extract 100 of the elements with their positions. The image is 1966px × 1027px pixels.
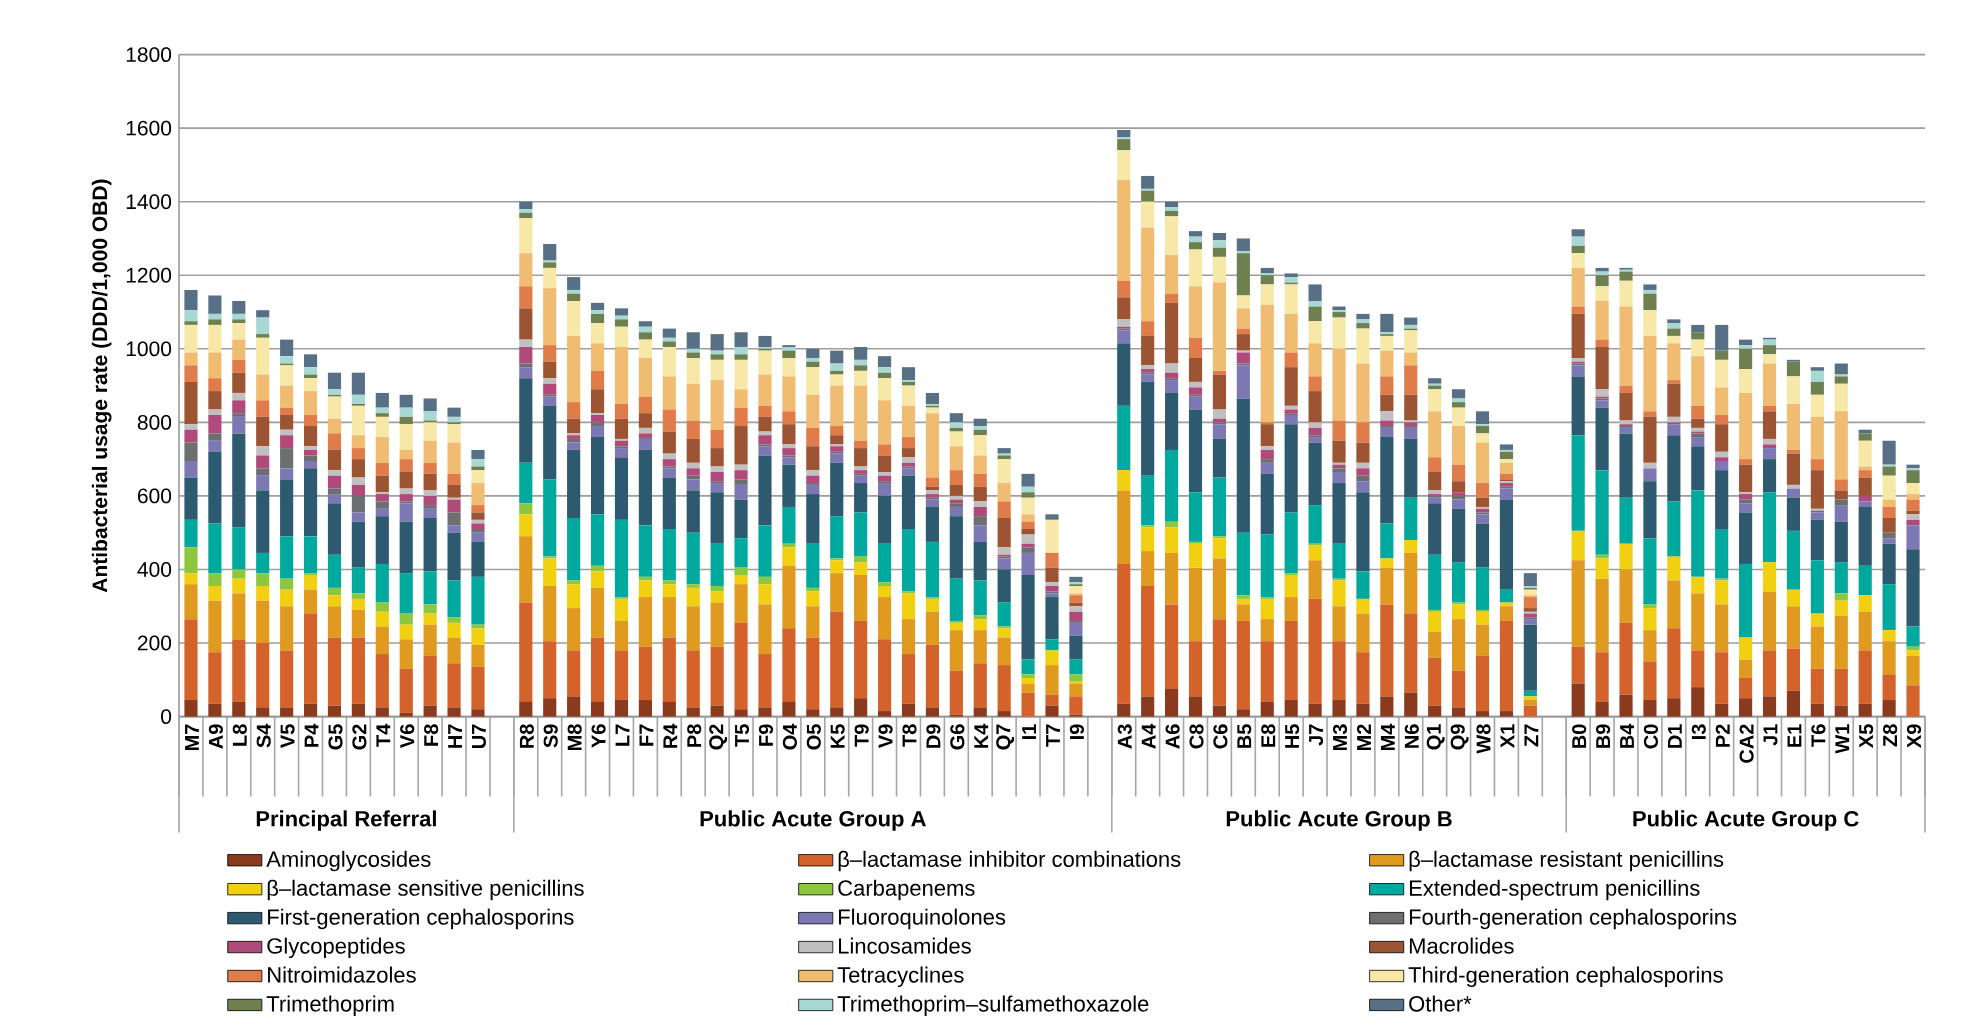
x-tick-label: M4 bbox=[1380, 723, 1395, 751]
x-tick-label: R8 bbox=[519, 724, 534, 748]
x-tick-label: R4 bbox=[663, 723, 678, 748]
x-tick-label: S9 bbox=[543, 724, 558, 748]
text: Principal Referral bbox=[256, 810, 436, 831]
legend-label: Aminoglycosides bbox=[266, 850, 431, 872]
x-tick-label: Q7 bbox=[996, 724, 1015, 750]
x-tick-label: G5 bbox=[328, 724, 343, 750]
x-tick-label: T6 bbox=[1811, 724, 1826, 747]
legend-label: β–lactamase sensitive penicillins bbox=[267, 879, 584, 901]
y-tick-label: 1400 bbox=[126, 194, 172, 210]
x-tick-label: E8 bbox=[1261, 724, 1276, 747]
x-tick-label: X5 bbox=[1859, 724, 1874, 748]
x-tick-label: D9 bbox=[926, 724, 941, 748]
x-tick-label: Z7 bbox=[1524, 724, 1539, 747]
x-tick-label: V9 bbox=[878, 724, 893, 748]
x-tick-label: C0 bbox=[1643, 724, 1659, 749]
x-tick-label: T4 bbox=[376, 723, 391, 747]
x-tick-label: T9 bbox=[854, 724, 869, 747]
x-tick-label: Q9 bbox=[1450, 724, 1469, 750]
x-tick-label: G6 bbox=[950, 724, 965, 750]
x-tick-label: D1 bbox=[1667, 724, 1682, 748]
x-tick-label: B5 bbox=[1237, 724, 1252, 748]
x-tick-label: J7 bbox=[1309, 724, 1324, 746]
x-tick-label: F9 bbox=[758, 724, 774, 746]
legend-label: β–lactamase inhibitor combinations bbox=[838, 850, 1181, 872]
x-tick-label: U7 bbox=[471, 724, 486, 749]
text: Public Acute Group B bbox=[1226, 810, 1452, 831]
x-tick-label: G2 bbox=[352, 724, 367, 750]
legend-label: Fourth-generation cephalosporins bbox=[1409, 908, 1737, 930]
x-tick-label: I1 bbox=[1022, 724, 1036, 739]
x-tick-label: P4 bbox=[304, 723, 319, 747]
x-tick-label: T5 bbox=[735, 724, 750, 747]
x-tick-label: P2 bbox=[1715, 724, 1730, 747]
x-tick-label: J1 bbox=[1763, 724, 1778, 746]
x-tick-label: O5 bbox=[806, 724, 821, 750]
x-tick-label: B4 bbox=[1620, 723, 1634, 748]
x-tick-label: K4 bbox=[974, 723, 989, 748]
x-tick-label: V6 bbox=[400, 724, 415, 748]
x-tick-label: L8 bbox=[232, 724, 247, 746]
x-tick-label: S4 bbox=[256, 723, 271, 748]
legend-label: Trimethoprim–sulfamethoxazole bbox=[837, 995, 1149, 1016]
x-tick-label: CA2 bbox=[1739, 724, 1754, 763]
x-tick-label: T8 bbox=[902, 724, 917, 747]
x-tick-label: O4 bbox=[782, 723, 797, 750]
legend-label: Trimethoprim bbox=[266, 995, 394, 1016]
x-tick-label: X1 bbox=[1500, 724, 1515, 748]
y-tick-label: 800 bbox=[137, 414, 172, 430]
x-tick-label: C6 bbox=[1213, 724, 1228, 749]
x-tick-label: A4 bbox=[1141, 723, 1156, 749]
y-tick-label: 600 bbox=[137, 488, 172, 504]
x-tick-label: M3 bbox=[1332, 724, 1348, 751]
legend-label: Nitroimidazoles bbox=[268, 966, 416, 983]
x-tick-label: Q2 bbox=[709, 724, 728, 750]
x-tick-label: Z8 bbox=[1883, 724, 1898, 747]
legend-label: Lincosamides bbox=[839, 937, 971, 954]
y-tick-label: 1600 bbox=[126, 120, 172, 136]
x-tick-label: B0 bbox=[1572, 724, 1587, 748]
y-tick-label: 1800 bbox=[126, 47, 172, 63]
x-tick-label: M8 bbox=[567, 724, 582, 751]
legend-label: Macrolides bbox=[1409, 937, 1514, 954]
legend-label: Glycopeptides bbox=[267, 937, 405, 959]
legend-label: Tetracyclines bbox=[837, 966, 964, 988]
legend-label: Fluoroquinolones bbox=[839, 908, 1006, 930]
x-tick-label: T7 bbox=[1046, 724, 1060, 747]
x-tick-label: L7 bbox=[615, 724, 630, 746]
text: Public Acute Group C bbox=[1633, 810, 1859, 831]
x-tick-label: B9 bbox=[1596, 724, 1611, 748]
x-tick-label: Y6 bbox=[591, 724, 606, 748]
x-tick-label: F8 bbox=[424, 724, 439, 746]
x-tick-label: W1 bbox=[1835, 724, 1850, 754]
x-tick-label: A6 bbox=[1165, 724, 1180, 749]
x-tick-label: Q1 bbox=[1426, 724, 1445, 750]
x-tick-label: A3 bbox=[1117, 724, 1132, 749]
y-axis-title: Antibacterial usage rate (DDD/1,000 OBD) bbox=[91, 179, 112, 593]
x-tick-label: M2 bbox=[1356, 724, 1371, 751]
x-tick-label: X9 bbox=[1906, 724, 1922, 748]
x-tick-label: A9 bbox=[208, 724, 223, 749]
x-tick-label: H7 bbox=[448, 724, 462, 748]
y-tick-label: 0 bbox=[161, 709, 172, 725]
x-tick-label: N6 bbox=[1404, 724, 1419, 748]
x-tick-label: C8 bbox=[1189, 724, 1204, 749]
y-tick-label: 400 bbox=[137, 562, 172, 577]
legend-label: First-generation cephalosporins bbox=[268, 908, 574, 930]
x-tick-label: P8 bbox=[687, 724, 702, 747]
x-tick-label: I9 bbox=[1069, 724, 1084, 739]
legend-label: Extended-spectrum penicillins bbox=[1409, 879, 1700, 901]
legend-label: Other* bbox=[1409, 995, 1472, 1012]
x-tick-label: V5 bbox=[280, 724, 295, 748]
legend-label: β–lactamase resistant penicillins bbox=[1409, 850, 1724, 872]
x-tick-label: K5 bbox=[830, 724, 845, 748]
y-tick-label: 200 bbox=[137, 635, 172, 651]
x-tick-label: H5 bbox=[1285, 724, 1300, 748]
y-tick-label: 1200 bbox=[126, 267, 172, 283]
legend-label: Carbapenems bbox=[838, 879, 975, 901]
legend-label: Third-generation cephalosporins bbox=[1408, 966, 1723, 988]
x-tick-label: W8 bbox=[1476, 724, 1491, 754]
y-tick-label: 1000 bbox=[126, 341, 172, 357]
text: Public Acute Group A bbox=[700, 810, 926, 831]
x-tick-label: I3 bbox=[1691, 724, 1706, 739]
